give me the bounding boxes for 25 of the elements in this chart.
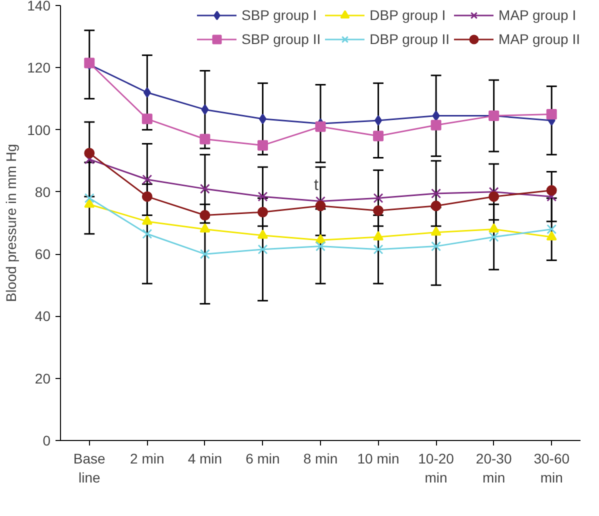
x-tick-label: 8 min (303, 450, 338, 466)
y-tick-label: 0 (42, 432, 51, 448)
legend-label: DBP group II (370, 31, 450, 47)
annotation: t (314, 177, 320, 194)
x-tick-label: Base line (73, 450, 106, 486)
x-tick-label: 20-30 min (476, 450, 512, 486)
x-tick-label: 2 min (130, 450, 164, 466)
y-tick-label: 20 (34, 370, 51, 386)
legend-label: SBP group II (242, 31, 321, 47)
legend-label: MAP group I (498, 7, 576, 23)
x-tick-label: 30-60 min (534, 450, 570, 486)
y-tick-label: 60 (34, 246, 51, 262)
x-tick-label: 10 min (357, 450, 400, 466)
y-axis-title: Blood pressure in mm Hg (3, 144, 20, 302)
y-tick-label: 80 (34, 184, 51, 200)
x-tick-label: 4 min (188, 450, 222, 466)
x-tick-label: 6 min (246, 450, 280, 466)
y-tick-label: 100 (27, 122, 51, 138)
x-tick-label: 10-20 min (418, 450, 454, 486)
y-tick-label: 140 (27, 0, 51, 14)
legend-label: MAP group II (498, 31, 580, 47)
legend-label: DBP group I (370, 7, 446, 23)
legend-label: SBP group I (242, 7, 317, 23)
y-tick-label: 40 (34, 308, 51, 324)
y-tick-label: 120 (27, 60, 51, 76)
